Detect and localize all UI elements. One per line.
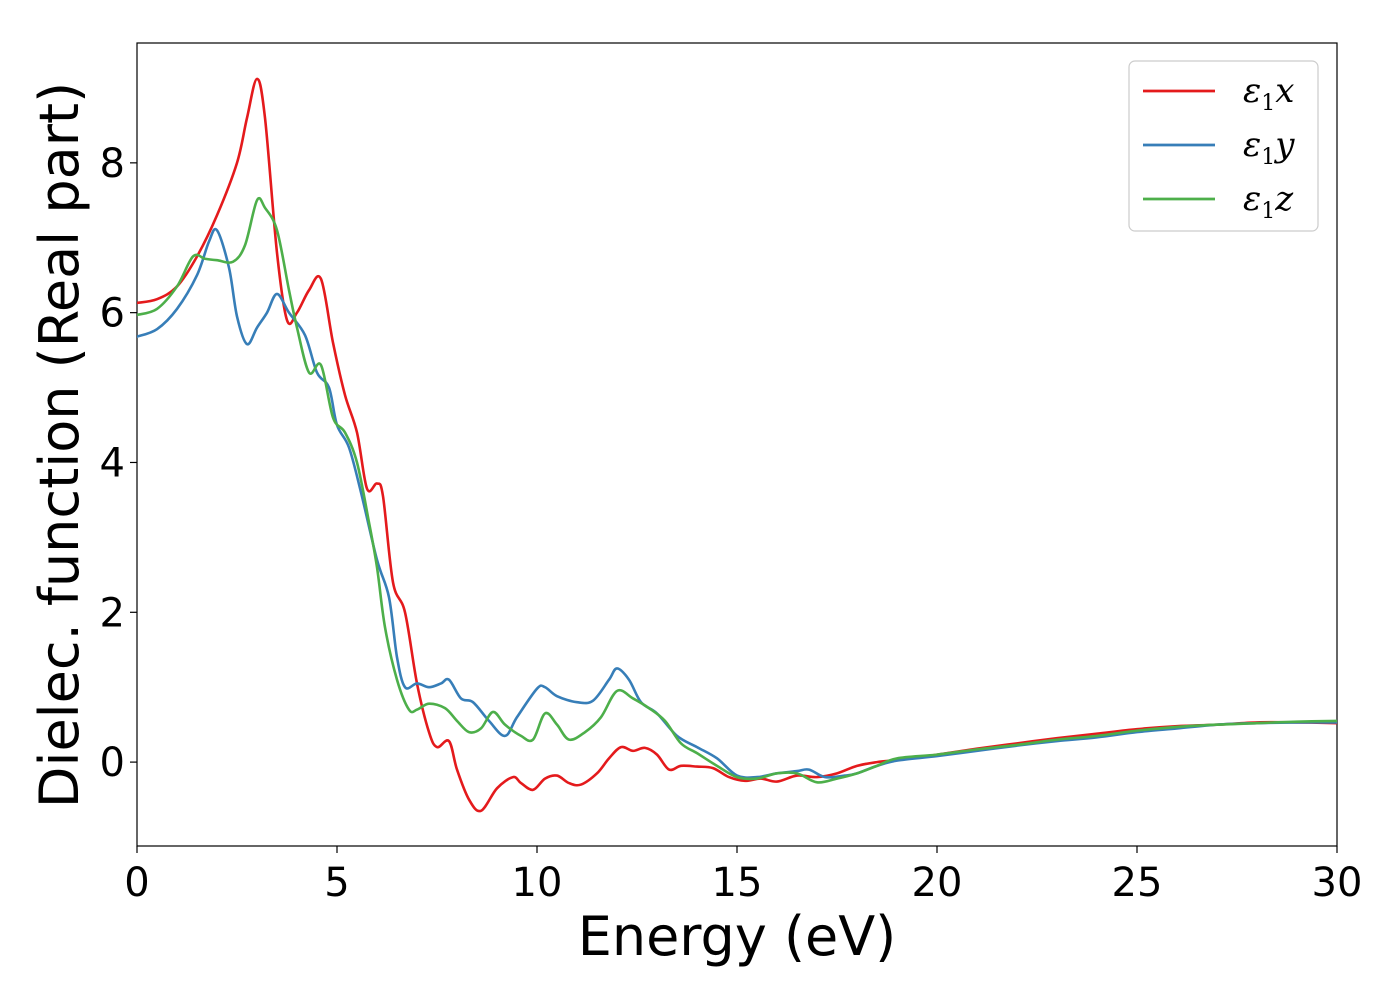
x-tick-label: 5 xyxy=(324,860,349,906)
legend-label-x: ε1x xyxy=(1243,71,1294,116)
y-axis-ticks: 0 2 4 6 8 xyxy=(100,141,137,786)
x-tick-label: 10 xyxy=(512,860,563,906)
series-line-z xyxy=(137,196,1337,784)
y-tick-label: 8 xyxy=(100,141,125,187)
series-layer xyxy=(137,77,1337,813)
legend-entries: ε1x ε1y ε1z xyxy=(1143,71,1295,224)
y-axis-title: Dielec. function (Real part) xyxy=(28,82,91,808)
legend-label-z: ε1z xyxy=(1243,179,1294,224)
y-tick-label: 2 xyxy=(100,590,125,636)
x-tick-label: 25 xyxy=(1112,860,1163,906)
x-axis-title: Energy (eV) xyxy=(578,905,897,968)
x-axis-ticks: 0 5 10 15 20 25 30 xyxy=(124,846,1362,906)
y-tick-label: 6 xyxy=(100,291,125,337)
x-tick-label: 30 xyxy=(1312,860,1363,906)
x-tick-label: 0 xyxy=(124,860,149,906)
legend-label-y: ε1y xyxy=(1243,125,1295,170)
y-tick-label: 0 xyxy=(100,740,125,786)
x-tick-label: 15 xyxy=(712,860,763,906)
series-line-y xyxy=(137,227,1337,779)
y-tick-label: 4 xyxy=(100,440,125,486)
x-tick-label: 20 xyxy=(912,860,963,906)
legend-box xyxy=(1128,60,1319,232)
legend: ε1x ε1y ε1z xyxy=(1128,60,1319,232)
